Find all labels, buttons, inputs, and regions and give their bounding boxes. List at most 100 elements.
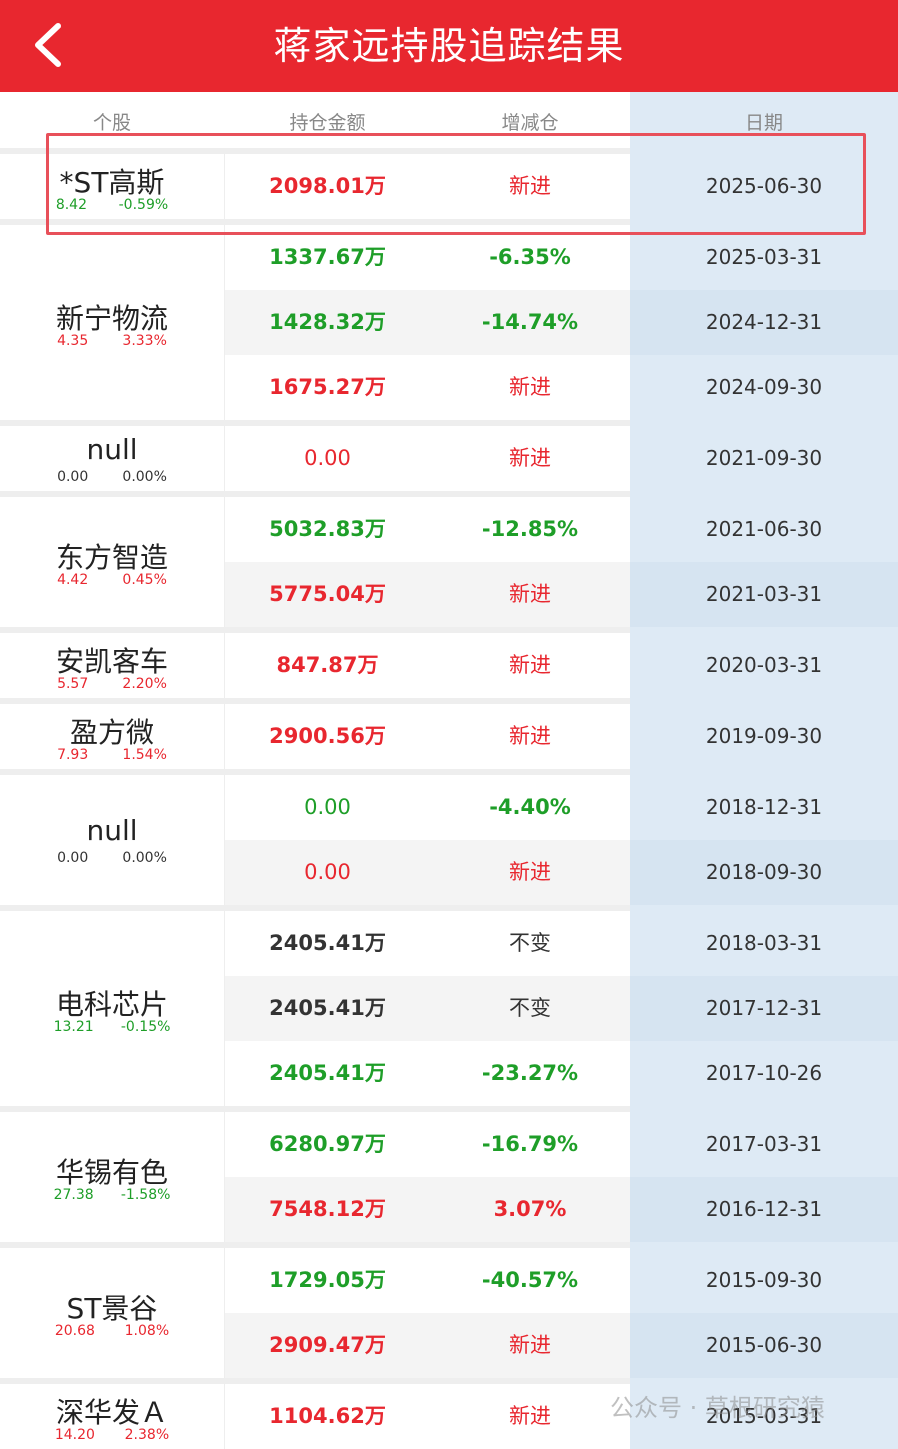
holding-row[interactable]: 5775.04万 新进 2021-03-31 [225, 562, 898, 627]
holding-amount: 5775.04万 [269, 582, 386, 606]
stock-price: 8.42 [55, 196, 87, 213]
stock-group[interactable]: null 0.00 0.00% 0.00 新进 2021-09-30 [0, 426, 898, 491]
holding-change: -40.57% [481, 1268, 579, 1292]
holding-date: 2015-06-30 [705, 1333, 823, 1357]
holding-row[interactable]: 1729.05万 -40.57% 2015-09-30 [225, 1248, 898, 1313]
holding-change: 不变 [509, 931, 551, 955]
holding-amount: 1675.27万 [269, 375, 386, 399]
stock-cell[interactable]: 深华发Ａ 14.20 2.38% [0, 1384, 224, 1449]
stock-group[interactable]: null 0.00 0.00% 0.00 -4.40% 2018-12-31 0.00 新进 2… [0, 775, 898, 905]
page-title: 蒋家远持股追踪结果 [273, 24, 625, 68]
holding-amount: 0.00 [304, 446, 351, 470]
holding-change: -4.40% [489, 795, 571, 819]
holding-row[interactable]: 847.87万 新进 2020-03-31 [225, 633, 898, 698]
stock-change-pct: 0.00% [122, 850, 167, 866]
holding-row[interactable]: 1675.27万 新进 2024-09-30 [225, 355, 898, 420]
stock-quote: 0.00 0.00% [0, 850, 224, 866]
stock-cell[interactable]: 东方智造 4.42 0.45% [0, 497, 224, 627]
stock-cell[interactable]: *ST高斯 8.42 -0.59% [0, 154, 224, 219]
holding-date: 2017-10-26 [705, 1061, 823, 1085]
stock-name: 东方智造 [55, 541, 168, 574]
stock-group[interactable]: *ST高斯 8.42 -0.59% 2098.01万 新进 2025-06-30 [0, 154, 898, 219]
stock-name: ST景谷 [66, 1292, 158, 1325]
holding-row[interactable]: 1428.32万 -14.74% 2024-12-31 [225, 290, 898, 355]
holding-row[interactable]: 7548.12万 3.07% 2016-12-31 [225, 1177, 898, 1242]
holding-row[interactable]: 2405.41万 -23.27% 2017-10-26 [225, 1041, 898, 1106]
stock-quote: 20.68 1.08% [0, 1323, 224, 1339]
stock-price: 20.68 [54, 1323, 95, 1339]
holding-row[interactable]: 2405.41万 不变 2018-03-31 [225, 911, 898, 976]
stock-cell[interactable]: ST景谷 20.68 1.08% [0, 1248, 224, 1378]
holding-amount: 1428.32万 [269, 310, 386, 334]
holding-amount: 6280.97万 [269, 1132, 386, 1156]
stock-cell[interactable]: 电科芯片 13.21 -0.15% [0, 911, 224, 1106]
holding-row[interactable]: 6280.97万 -16.79% 2017-03-31 [225, 1112, 898, 1177]
holding-amount: 2098.01万 [269, 174, 386, 198]
holding-change: 新进 [509, 1404, 551, 1428]
holding-change: 新进 [509, 446, 551, 470]
stock-name: 深华发Ａ [55, 1395, 168, 1429]
stock-cell[interactable]: 华锡有色 27.38 -1.58% [0, 1112, 224, 1242]
holding-amount: 2909.47万 [269, 1333, 386, 1357]
stock-group[interactable]: 安凯客车 5.57 2.20% 847.87万 新进 2020-03-31 [0, 633, 898, 698]
holding-row[interactable]: 1337.67万 -6.35% 2025-03-31 [225, 225, 898, 290]
holding-change: 新进 [509, 174, 551, 198]
stock-name: 电科芯片 [55, 987, 168, 1021]
holding-date: 2020-03-31 [705, 653, 823, 677]
holding-row[interactable]: 0.00 -4.40% 2018-12-31 [225, 775, 898, 840]
holding-date: 2021-09-30 [705, 446, 823, 470]
stock-change-pct: 3.33% [122, 332, 167, 349]
stock-change-pct: -0.59% [118, 196, 169, 213]
stock-quote: 7.93 1.54% [0, 747, 224, 763]
stock-change-pct: 0.45% [122, 572, 167, 588]
stock-change-pct: 1.08% [124, 1323, 170, 1339]
stock-group[interactable]: 华锡有色 27.38 -1.58% 6280.97万 -16.79% 2017-03-31… [0, 1112, 898, 1242]
stock-group[interactable]: 电科芯片 13.21 -0.15% 2405.41万 不变 2018-03-31 2405.… [0, 911, 898, 1106]
holding-row[interactable]: 0.00 新进 2021-09-30 [225, 426, 898, 491]
holding-row[interactable]: 2900.56万 新进 2019-09-30 [225, 704, 898, 769]
stock-quote: 27.38 -1.58% [0, 1187, 224, 1203]
back-button[interactable] [28, 22, 74, 68]
holding-amount: 1729.05万 [269, 1268, 386, 1292]
holding-row[interactable]: 2909.47万 新进 2015-06-30 [225, 1313, 898, 1378]
stock-group[interactable]: 新宁物流 4.35 3.33% 1337.67万 -6.35% 2025-03-31 142… [0, 225, 898, 420]
holding-date: 2018-12-31 [705, 795, 823, 819]
stock-name: null [86, 814, 138, 847]
stock-name: *ST高斯 [59, 165, 165, 199]
stock-price: 27.38 [53, 1187, 94, 1203]
holding-change: 新进 [509, 860, 551, 884]
stock-cell[interactable]: null 0.00 0.00% [0, 426, 224, 491]
stock-cell[interactable]: 新宁物流 4.35 3.33% [0, 225, 224, 420]
holding-date: 2025-03-31 [705, 245, 823, 269]
stock-group[interactable]: ST景谷 20.68 1.08% 1729.05万 -40.57% 2015-09-30 2… [0, 1248, 898, 1378]
stock-name: 华锡有色 [55, 1156, 168, 1189]
stock-price: 14.20 [54, 1426, 95, 1443]
holding-row[interactable]: 5032.83万 -12.85% 2021-06-30 [225, 497, 898, 562]
stock-cell[interactable]: null 0.00 0.00% [0, 775, 224, 905]
watermark: 公众号 · 草根研究猿 [610, 1394, 825, 1422]
stock-group[interactable]: 东方智造 4.42 0.45% 5032.83万 -12.85% 2021-06-30 57… [0, 497, 898, 627]
holding-change: 新进 [509, 653, 551, 677]
holding-row[interactable]: 2405.41万 不变 2017-12-31 [225, 976, 898, 1041]
holding-date: 2025-06-30 [705, 174, 823, 198]
stock-cell[interactable]: 安凯客车 5.57 2.20% [0, 633, 224, 698]
stock-cell[interactable]: 盈方微 7.93 1.54% [0, 704, 224, 769]
column-header-amount: 持仓金额 [289, 112, 366, 134]
stock-quote: 13.21 -0.15% [0, 1019, 224, 1035]
holding-date: 2019-09-30 [705, 724, 823, 748]
holding-date: 2021-06-30 [705, 517, 823, 541]
stock-change-pct: -0.15% [120, 1018, 171, 1035]
holding-amount: 1104.62万 [269, 1404, 386, 1428]
holding-date: 2017-03-31 [705, 1132, 823, 1156]
holding-change: 新进 [509, 582, 551, 606]
stock-quote: 14.20 2.38% [0, 1427, 224, 1443]
holding-change: -23.27% [481, 1061, 579, 1085]
holding-row[interactable]: 2098.01万 新进 2025-06-30 [225, 154, 898, 219]
holding-amount: 2405.41万 [269, 996, 386, 1020]
highlight-box [46, 133, 866, 235]
stock-name: 盈方微 [69, 715, 154, 749]
holding-amount: 2900.56万 [269, 724, 386, 748]
holding-amount: 2405.41万 [269, 1061, 386, 1085]
stock-group[interactable]: 盈方微 7.93 1.54% 2900.56万 新进 2019-09-30 [0, 704, 898, 769]
holding-row[interactable]: 0.00 新进 2018-09-30 [225, 840, 898, 905]
